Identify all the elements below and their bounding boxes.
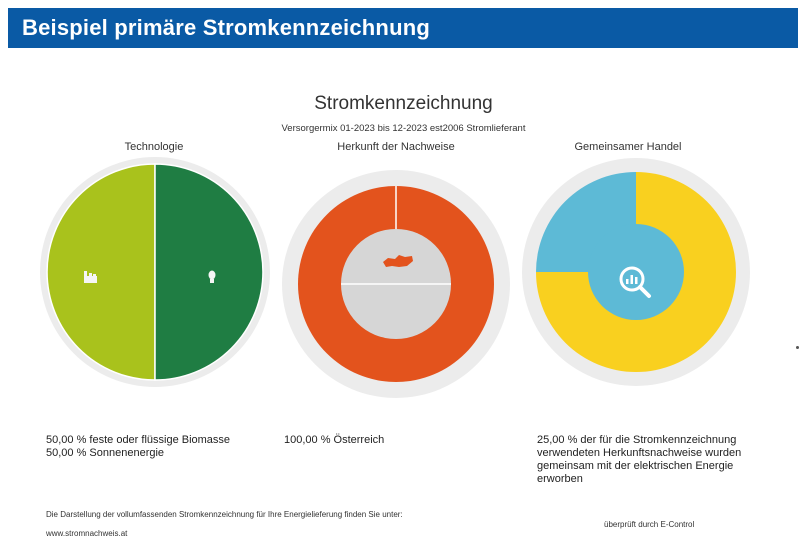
chart-title-herkunft: Herkunft der Nachweise (337, 141, 455, 153)
figure-subtitle: Versorgermix 01-2023 bis 12-2023 est2006… (281, 123, 526, 134)
legend-technologie: 50,00 % feste oder flüssige Biomasse 50,… (46, 434, 230, 460)
figure-title: Stromkennzeichnung (314, 93, 493, 114)
legend-line: verwendeten Herkunftsnachweise wurden (537, 447, 742, 459)
legend-line: 50,00 % feste oder flüssige Biomasse (46, 434, 231, 446)
chart-title-technologie: Technologie (124, 141, 184, 153)
austria-map-icon (383, 255, 413, 267)
chart-technologie (40, 157, 270, 387)
legend-line: erworben (537, 473, 583, 485)
chart-title-handel: Gemeinsamer Handel (574, 141, 682, 153)
legend-line: 100,00 % Österreich (284, 434, 385, 446)
legend-line: 25,00 % der für die Stromkennzeichnung (537, 434, 737, 446)
footer-verified: überprüft durch E-Control (604, 520, 695, 529)
header-banner: Beispiel primäre Stromkennzeichnung (8, 8, 798, 48)
footer-info: Die Darstellung der vollumfassenden Stro… (46, 510, 403, 519)
pie-slice (154, 163, 264, 381)
pie-slice (46, 163, 156, 381)
page-title: Beispiel primäre Stromkennzeichnung (22, 15, 430, 40)
page-marker (796, 346, 799, 349)
legend-line: gemeinsam mit der elektrischen Energie (537, 460, 734, 472)
legend-handel: 25,00 % der für die Stromkennzeichnung v… (537, 434, 741, 486)
factory-icon (84, 271, 97, 283)
legend-herkunft: 100,00 % Österreich (284, 434, 384, 447)
chart-herkunft (282, 170, 510, 398)
center-disc (588, 224, 684, 320)
magnifier-chart-icon (619, 266, 651, 298)
bulb-icon (208, 270, 216, 283)
legend-line: 50,00 % Sonnenenergie (46, 447, 165, 459)
chart-handel (522, 158, 750, 386)
footer-url[interactable]: www.stromnachweis.at (46, 529, 128, 538)
